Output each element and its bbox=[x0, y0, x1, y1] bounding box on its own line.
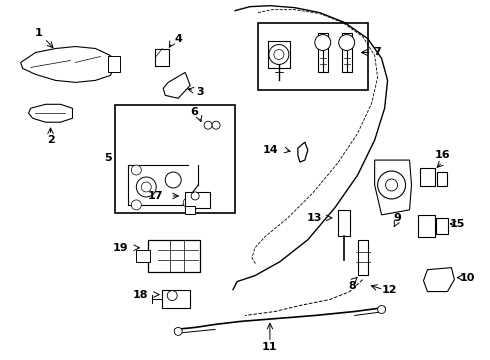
Circle shape bbox=[191, 192, 199, 200]
Text: 2: 2 bbox=[47, 135, 54, 145]
Circle shape bbox=[378, 171, 406, 199]
Circle shape bbox=[131, 200, 141, 210]
Bar bbox=[162, 289, 190, 307]
Text: 6: 6 bbox=[190, 107, 198, 117]
Text: 10: 10 bbox=[460, 273, 475, 283]
Bar bbox=[419, 168, 436, 186]
Text: 9: 9 bbox=[393, 213, 401, 223]
Bar bbox=[338, 210, 350, 236]
Bar bbox=[417, 215, 436, 237]
Circle shape bbox=[386, 179, 397, 191]
Circle shape bbox=[315, 35, 331, 50]
Text: 3: 3 bbox=[196, 87, 204, 97]
Bar bbox=[155, 49, 169, 67]
Text: 15: 15 bbox=[450, 219, 465, 229]
Circle shape bbox=[174, 328, 182, 336]
Text: 1: 1 bbox=[35, 28, 43, 37]
Bar bbox=[358, 240, 368, 275]
Circle shape bbox=[141, 182, 151, 192]
Bar bbox=[438, 172, 447, 186]
Bar bbox=[185, 192, 210, 208]
Bar bbox=[342, 32, 352, 72]
Text: 14: 14 bbox=[262, 145, 278, 155]
Text: 19: 19 bbox=[113, 243, 128, 253]
Text: 4: 4 bbox=[174, 33, 182, 44]
Bar bbox=[185, 206, 195, 214]
Circle shape bbox=[269, 45, 289, 64]
Polygon shape bbox=[375, 160, 412, 215]
Bar bbox=[115, 105, 235, 213]
Circle shape bbox=[339, 35, 355, 50]
Polygon shape bbox=[21, 46, 115, 82]
Circle shape bbox=[136, 177, 156, 197]
Circle shape bbox=[167, 291, 177, 301]
Circle shape bbox=[378, 306, 386, 314]
Bar bbox=[318, 32, 328, 72]
Text: 5: 5 bbox=[104, 153, 112, 163]
Bar bbox=[108, 57, 121, 72]
Bar bbox=[437, 218, 448, 234]
Polygon shape bbox=[298, 142, 308, 162]
Polygon shape bbox=[163, 72, 190, 98]
Text: 16: 16 bbox=[435, 150, 450, 160]
Bar bbox=[148, 240, 200, 272]
Circle shape bbox=[204, 121, 212, 129]
Text: 18: 18 bbox=[133, 289, 148, 300]
Bar bbox=[258, 23, 368, 90]
Text: 11: 11 bbox=[262, 342, 278, 352]
Circle shape bbox=[183, 198, 193, 208]
Text: 7: 7 bbox=[374, 48, 382, 58]
Text: 12: 12 bbox=[382, 284, 397, 294]
Circle shape bbox=[212, 121, 220, 129]
Bar bbox=[268, 41, 290, 68]
Bar bbox=[136, 250, 150, 262]
Text: 8: 8 bbox=[348, 280, 356, 291]
Text: 17: 17 bbox=[147, 191, 163, 201]
Polygon shape bbox=[28, 104, 73, 122]
Circle shape bbox=[274, 50, 284, 59]
Text: 13: 13 bbox=[306, 213, 322, 223]
Circle shape bbox=[131, 165, 141, 175]
Polygon shape bbox=[423, 268, 454, 292]
Circle shape bbox=[165, 172, 181, 188]
